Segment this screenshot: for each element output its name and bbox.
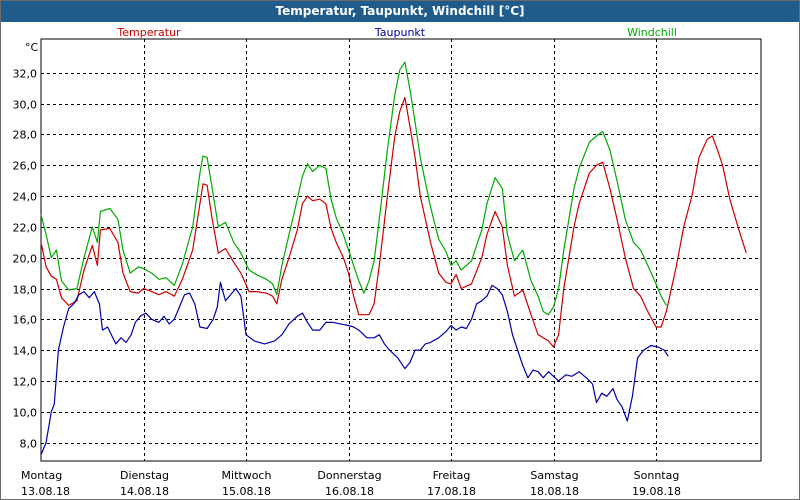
series-line-temperatur [40,96,747,348]
series-line-taupunkt [40,281,669,456]
legend-entry-taupunkt: Taupunkt [374,26,426,39]
x-tick-date: 17.08.18 [427,485,476,498]
legend-entry-temperatur: Temperatur [116,26,181,39]
x-tick-day: Sonntag [634,469,680,482]
plot-area [40,38,762,462]
x-tick-date: 14.08.18 [120,485,169,498]
y-tick-label: 10,0 [13,407,38,420]
y-axis: 8,0 10,0 12,0 14,0 16,0 18,0 20,0 22,0 24,0 26,0 2… [13,68,38,451]
grid-layer [41,39,761,461]
series-layer [40,61,747,456]
x-tick-date: 16.08.18 [325,485,374,498]
y-tick-label: 16,0 [13,314,38,327]
y-tick-label: 24,0 [13,191,38,204]
y-tick-label: 12,0 [13,376,38,389]
legend-entry-windchill: Windchill [627,26,677,39]
y-tick-label: 22,0 [13,222,38,235]
y-tick-label: 14,0 [13,345,38,358]
x-tick-day: Mittwoch [222,469,272,482]
x-axis: Montag 13.08.18 Dienstag 14.08.18 Mittwoch 15… [21,469,681,498]
x-tick-date: 13.08.18 [21,485,70,498]
x-tick-day: Dienstag [120,469,169,482]
x-tick-date: 15.08.18 [222,485,271,498]
series-line-windchill [40,61,667,316]
y-tick-label: 26,0 [13,160,38,173]
y-tick-label: 20,0 [13,253,38,266]
y-tick-label: 32,0 [13,68,38,81]
x-tick-day: Montag [21,469,62,482]
x-tick-date: 18.08.18 [530,485,579,498]
x-tick-day: Freitag [433,469,471,482]
y-tick-label: 28,0 [13,129,38,142]
chart-title: Temperatur, Taupunkt, Windchill [°C] [1,1,799,22]
legend: Temperatur Taupunkt Windchill [116,26,677,39]
x-tick-date: 19.08.18 [632,485,681,498]
y-tick-label: 8,0 [20,438,38,451]
x-tick-day: Donnerstag [317,469,381,482]
y-tick-label: 30,0 [13,99,38,112]
y-tick-label: 18,0 [13,284,38,297]
y-axis-unit: °C [25,41,39,54]
x-tick-day: Samstag [530,469,578,482]
